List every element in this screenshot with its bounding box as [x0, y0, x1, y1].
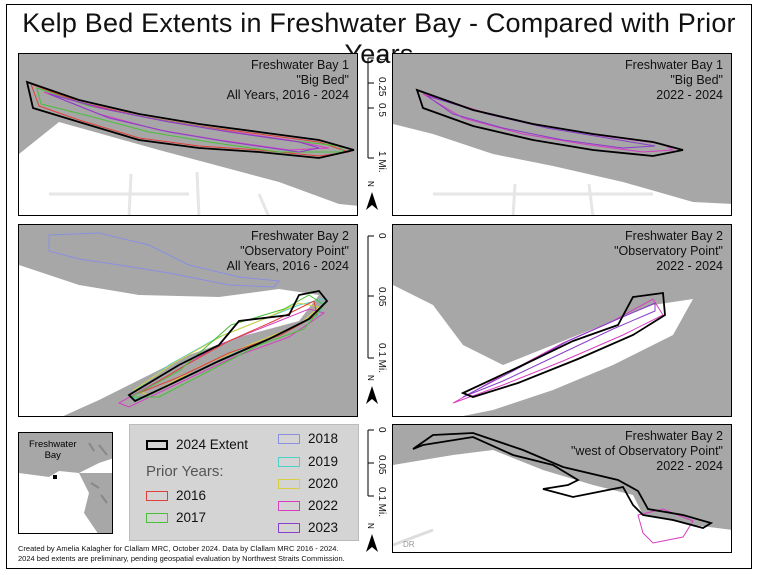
scale-tick: 0.1 Mi.	[376, 343, 387, 374]
legend-item-2019: 2019	[278, 454, 338, 469]
panel-5-map: DR	[393, 432, 731, 552]
legend-swatch	[278, 433, 300, 444]
kelp-extent-2024	[415, 88, 684, 157]
kelp-extent-2024	[460, 291, 666, 398]
kelp-extent-2022	[452, 298, 664, 404]
legend-item-2023: 2023	[278, 520, 338, 535]
kelp-extent-2016	[138, 300, 318, 394]
panel-4-map	[393, 285, 693, 416]
north-label: N	[366, 375, 375, 381]
north-arrow-icon: N	[366, 181, 378, 210]
location-marker	[53, 475, 57, 479]
scale-tick: 0.25	[376, 77, 387, 97]
legend-swatch	[146, 512, 168, 523]
map-frame	[6, 4, 752, 569]
legend-swatch	[278, 500, 300, 511]
roads	[433, 183, 653, 215]
panel-3-map	[19, 232, 329, 416]
panel-west-of-observatory-point: DR Freshwater Bay 2 "west of Observatory …	[392, 424, 732, 553]
scale-tick: 1 Mi.	[376, 151, 387, 173]
shoreline-land	[19, 265, 319, 416]
kelp-extent-2024	[412, 432, 714, 529]
panel-1-label: Freshwater Bay 1 "Big Bed" All Years, 2016…	[226, 58, 349, 102]
scale-tick: 0	[376, 55, 387, 61]
panel-observatory-point-all-years: Freshwater Bay 2 "Observatory Point" All Y…	[18, 224, 358, 417]
panel-4-label: Freshwater Bay 2 "Observatory Point" 2022 …	[614, 229, 723, 273]
panel-3-label: Freshwater Bay 2 "Observatory Point" All Y…	[226, 229, 349, 273]
inset-locator-map: Freshwater Bay	[18, 432, 113, 534]
north-arrow-icon: N	[366, 375, 378, 404]
kelp-extent-2023	[48, 93, 320, 153]
kelp-extent-2022	[637, 508, 694, 544]
panel-2-map	[393, 88, 731, 215]
legend-item-2024: 2024 Extent	[146, 437, 248, 452]
panel-big-bed-recent: Freshwater Bay 1 "Big Bed" 2022 - 2024	[392, 53, 732, 216]
panel-observatory-point-recent: Freshwater Bay 2 "Observatory Point" 2022 …	[392, 224, 732, 417]
map-credits: Created by Amelia Kalagher for Clallam M…	[18, 544, 345, 563]
shoreline-land	[393, 124, 731, 215]
scale-tick: 0.05	[376, 287, 387, 307]
shoreline-land	[393, 450, 731, 552]
kelp-extent-2022	[117, 308, 326, 408]
road-label: DR	[403, 540, 415, 549]
north-label: N	[366, 181, 375, 187]
panel-5-label: Freshwater Bay 2 "west of Observatory Poi…	[571, 429, 723, 473]
panel-2-label: Freshwater Bay 1 "Big Bed" 2022 - 2024	[625, 58, 723, 102]
legend-swatch	[278, 478, 300, 489]
north-arrow-icon: N	[366, 523, 378, 552]
legend-swatch	[278, 522, 300, 533]
legend: 2024 Extent Prior Years: 2016 2017 2018 …	[129, 424, 359, 541]
scale-tick: 0	[376, 233, 387, 239]
kelp-extent-2018	[48, 232, 280, 288]
scale-tick: 0.5	[376, 103, 387, 117]
legend-swatch	[278, 456, 300, 467]
inset-label: Freshwater Bay	[29, 439, 77, 461]
north-label: N	[366, 523, 375, 529]
kelp-extent-2024	[127, 290, 329, 403]
legend-swatch	[146, 490, 168, 501]
legend-item-2020: 2020	[278, 476, 338, 491]
scale-bar-top-graphic	[367, 57, 374, 159]
inset-map-graphic	[19, 433, 112, 533]
legend-item-2016: 2016	[146, 488, 206, 503]
scale-tick: 0.05	[376, 455, 387, 475]
shoreline-land	[393, 285, 693, 416]
legend-item-2022: 2022	[278, 498, 338, 513]
scale-bar-middle-graphic	[367, 235, 374, 359]
legend-prior-heading: Prior Years:	[146, 463, 224, 480]
scale-tick: 0.1 Mi.	[376, 487, 387, 518]
legend-item-2018: 2018	[278, 431, 338, 446]
shoreline-land	[19, 122, 357, 215]
roads	[49, 171, 270, 215]
legend-swatch-2024	[146, 439, 168, 450]
kelp-extent-2020	[132, 302, 321, 396]
road	[393, 528, 434, 547]
scale-tick: 0	[376, 427, 387, 433]
panel-1-map	[19, 80, 357, 215]
panel-big-bed-all-years: Freshwater Bay 1 "Big Bed" All Years, 2016…	[18, 53, 358, 216]
legend-item-2017: 2017	[146, 510, 206, 525]
scale-bar-bottom-graphic	[367, 429, 374, 497]
kelp-extent-2024	[25, 80, 355, 159]
